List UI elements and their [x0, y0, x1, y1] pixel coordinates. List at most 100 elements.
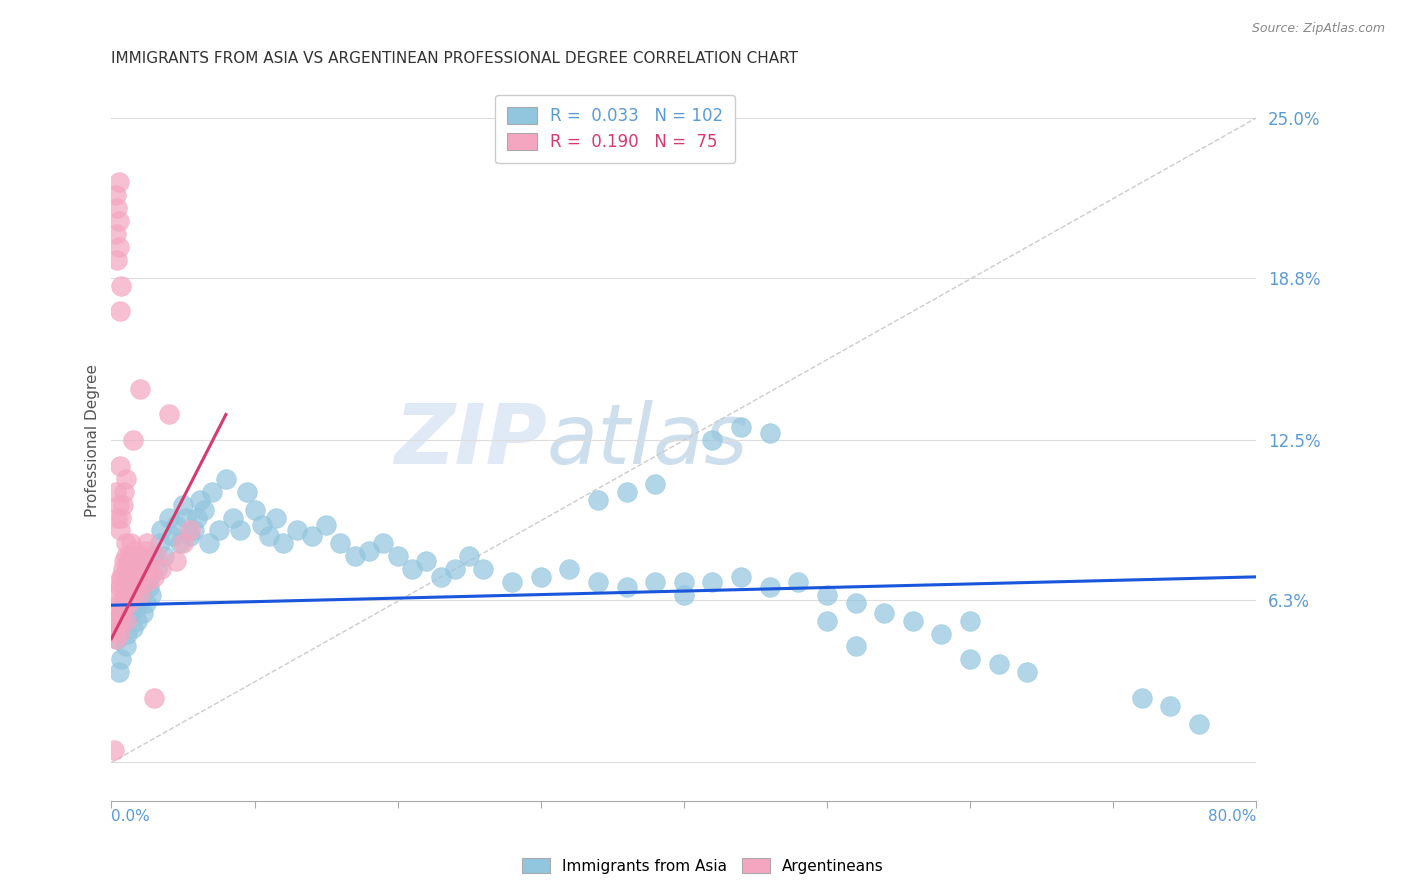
- Point: [105, 201, 128, 215]
- Point: [157, 408, 180, 422]
- Point: [172, 498, 194, 512]
- Point: [124, 544, 146, 558]
- Point: [139, 562, 162, 576]
- Point: [257, 528, 280, 542]
- Point: [103, 614, 125, 628]
- Point: [107, 240, 129, 254]
- Point: [165, 518, 187, 533]
- Point: [186, 510, 208, 524]
- Point: [115, 580, 138, 594]
- Point: [165, 554, 187, 568]
- Text: Source: ZipAtlas.com: Source: ZipAtlas.com: [1251, 22, 1385, 36]
- Point: [108, 580, 131, 594]
- Point: [931, 626, 953, 640]
- Point: [250, 518, 273, 533]
- Point: [108, 614, 131, 628]
- Point: [110, 510, 132, 524]
- Text: ZIP: ZIP: [394, 400, 547, 481]
- Point: [136, 536, 159, 550]
- Point: [114, 640, 136, 654]
- Point: [114, 574, 136, 589]
- Text: 0.0%: 0.0%: [111, 809, 150, 824]
- Point: [160, 528, 183, 542]
- Point: [558, 562, 581, 576]
- Point: [107, 574, 129, 589]
- Point: [530, 570, 553, 584]
- Point: [301, 528, 323, 542]
- Legend: Immigrants from Asia, Argentineans: Immigrants from Asia, Argentineans: [516, 852, 890, 880]
- Point: [129, 554, 152, 568]
- Point: [129, 554, 152, 568]
- Point: [616, 484, 638, 499]
- Point: [157, 510, 180, 524]
- Point: [105, 621, 128, 635]
- Point: [127, 580, 149, 594]
- Point: [120, 574, 142, 589]
- Point: [114, 614, 136, 628]
- Point: [136, 574, 159, 589]
- Point: [169, 536, 191, 550]
- Point: [672, 574, 695, 589]
- Point: [845, 640, 868, 654]
- Point: [132, 606, 155, 620]
- Point: [141, 588, 163, 602]
- Point: [472, 562, 495, 576]
- Point: [114, 472, 136, 486]
- Point: [815, 614, 838, 628]
- Point: [114, 588, 136, 602]
- Point: [458, 549, 481, 564]
- Point: [222, 510, 245, 524]
- Point: [149, 536, 172, 550]
- Point: [193, 503, 215, 517]
- Point: [108, 621, 131, 635]
- Point: [117, 596, 139, 610]
- Legend: R =  0.033   N = 102, R =  0.190   N =  75: R = 0.033 N = 102, R = 0.190 N = 75: [495, 95, 735, 163]
- Point: [208, 524, 231, 538]
- Y-axis label: Professional Degree: Professional Degree: [86, 364, 100, 516]
- Point: [236, 484, 259, 499]
- Point: [197, 536, 219, 550]
- Point: [105, 510, 128, 524]
- Point: [108, 524, 131, 538]
- Point: [264, 510, 287, 524]
- Point: [105, 632, 128, 646]
- Point: [188, 492, 211, 507]
- Point: [134, 574, 156, 589]
- Point: [150, 524, 173, 538]
- Point: [271, 536, 294, 550]
- Point: [110, 570, 132, 584]
- Point: [105, 252, 128, 267]
- Point: [108, 458, 131, 473]
- Point: [146, 549, 169, 564]
- Point: [586, 574, 609, 589]
- Point: [122, 588, 145, 602]
- Point: [179, 528, 201, 542]
- Point: [959, 652, 981, 666]
- Point: [644, 477, 666, 491]
- Text: 80.0%: 80.0%: [1208, 809, 1257, 824]
- Point: [153, 549, 176, 564]
- Point: [174, 510, 197, 524]
- Point: [110, 606, 132, 620]
- Point: [105, 588, 128, 602]
- Point: [373, 536, 395, 550]
- Point: [107, 626, 129, 640]
- Point: [229, 524, 252, 538]
- Point: [107, 596, 129, 610]
- Point: [108, 304, 131, 318]
- Point: [104, 632, 127, 646]
- Point: [758, 580, 780, 594]
- Point: [329, 536, 352, 550]
- Point: [315, 518, 337, 533]
- Point: [112, 554, 135, 568]
- Point: [138, 580, 160, 594]
- Point: [104, 600, 127, 615]
- Point: [115, 626, 138, 640]
- Point: [127, 549, 149, 564]
- Point: [117, 596, 139, 610]
- Point: [110, 278, 132, 293]
- Point: [586, 492, 609, 507]
- Point: [873, 606, 896, 620]
- Point: [172, 536, 194, 550]
- Point: [122, 554, 145, 568]
